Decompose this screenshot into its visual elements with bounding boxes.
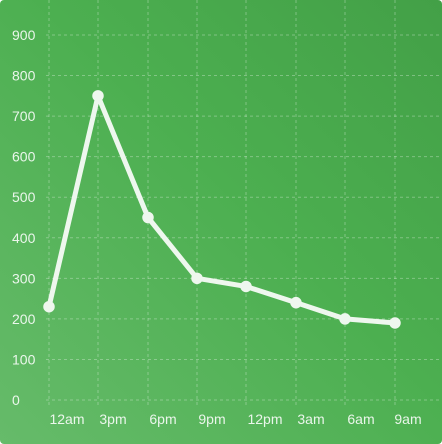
x-tick-label: 9am xyxy=(394,411,421,427)
data-point xyxy=(43,300,55,313)
y-tick-label: 900 xyxy=(12,27,36,43)
x-tick-label: 3am xyxy=(297,411,324,427)
data-point xyxy=(191,272,203,285)
series-line xyxy=(46,93,398,326)
data-point xyxy=(142,211,154,224)
y-tick-label: 500 xyxy=(12,189,36,205)
data-point xyxy=(240,280,252,293)
y-tick-label: 100 xyxy=(12,351,36,367)
data-point xyxy=(290,296,302,309)
y-tick-label: 0 xyxy=(12,392,20,408)
grid-lines xyxy=(46,0,442,405)
data-point xyxy=(389,317,401,329)
y-tick-label: 700 xyxy=(12,108,36,124)
x-tick-label: 6pm xyxy=(149,411,176,427)
y-tick-label: 200 xyxy=(12,311,36,327)
x-axis-ticks: 12am 3pm 6pm 9pm 12pm 3am 6am 9am xyxy=(49,411,421,427)
x-tick-label: 9pm xyxy=(198,411,225,427)
x-tick-label: 6am xyxy=(347,411,374,427)
y-axis-ticks: 0 100 200 300 400 500 600 700 800 900 xyxy=(12,27,36,408)
x-tick-label: 12am xyxy=(49,411,84,427)
x-tick-label: 12pm xyxy=(247,411,282,427)
y-tick-label: 600 xyxy=(12,149,36,165)
y-tick-label: 800 xyxy=(12,68,36,84)
data-point xyxy=(339,313,351,325)
y-tick-label: 300 xyxy=(12,270,36,286)
y-tick-label: 400 xyxy=(12,230,36,246)
data-point xyxy=(92,90,104,102)
x-tick-label: 3pm xyxy=(99,411,126,427)
data-points xyxy=(43,90,401,329)
